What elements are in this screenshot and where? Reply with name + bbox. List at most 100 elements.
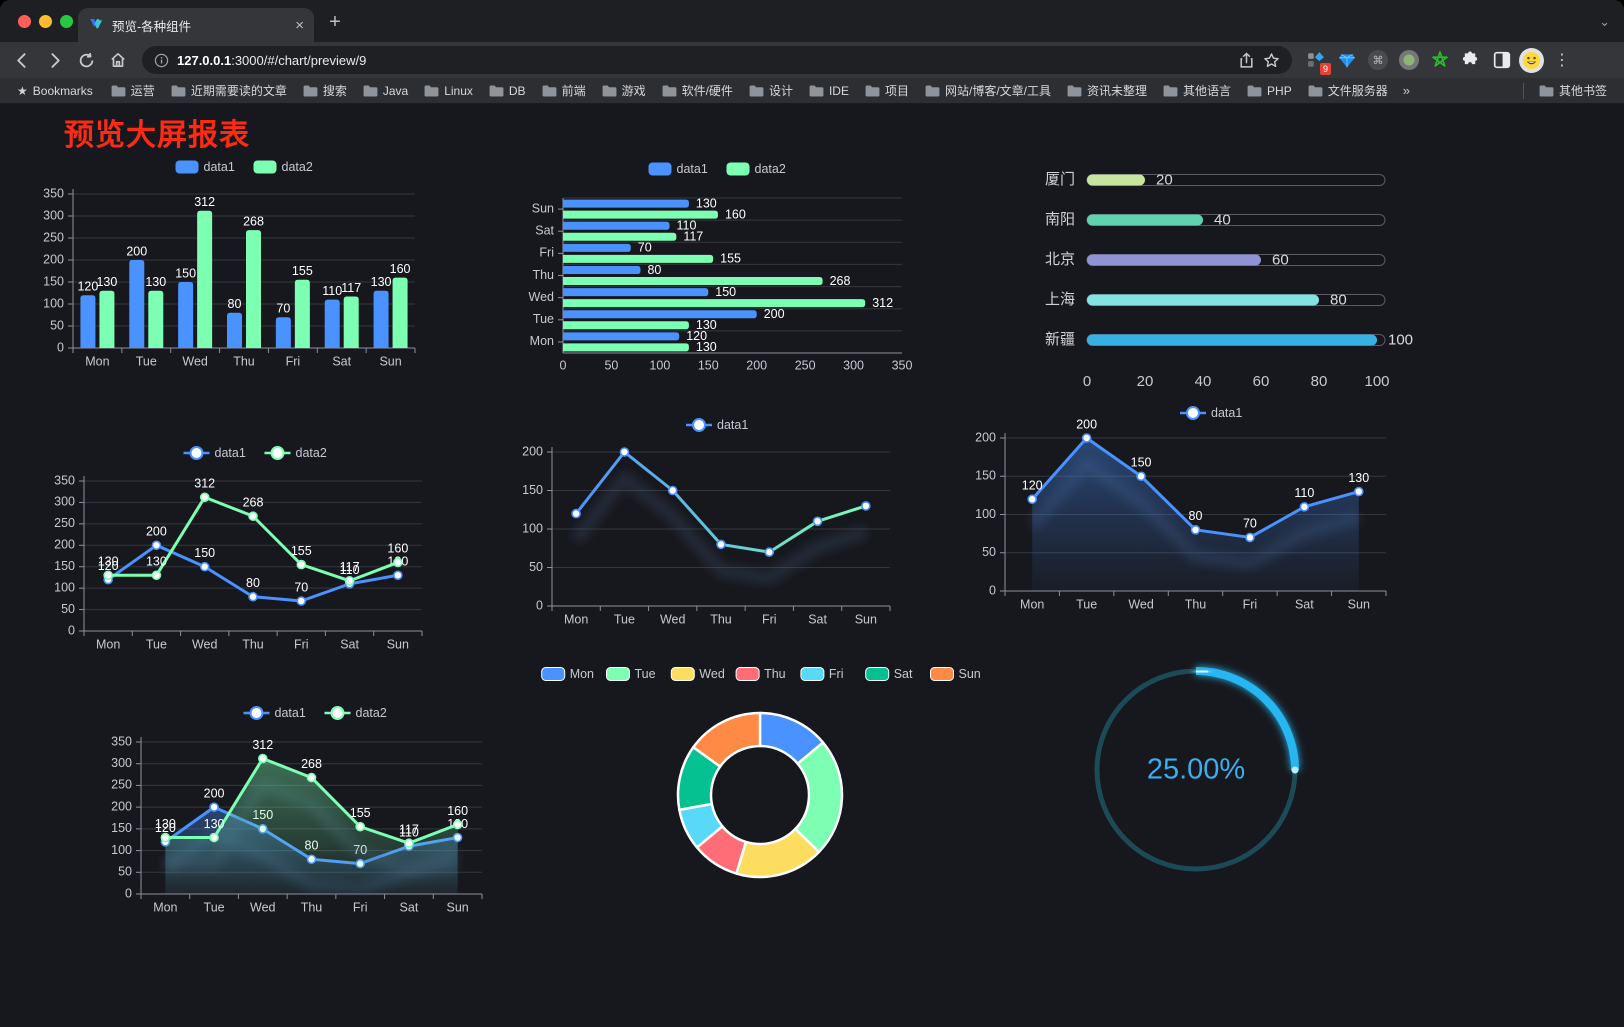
bookmark-folder[interactable]: 设计: [742, 80, 800, 101]
forward-button[interactable]: [40, 46, 68, 74]
bookmark-folder[interactable]: 文件服务器: [1301, 80, 1395, 101]
split-view-icon[interactable]: [1488, 47, 1515, 74]
value-label: 117: [683, 230, 703, 244]
progress-fill: [1087, 174, 1145, 186]
extension-star-icon[interactable]: [1426, 47, 1453, 74]
category-label: Mon: [85, 354, 109, 368]
legend-label: Thu: [764, 667, 786, 681]
area-fill: [165, 758, 458, 894]
legend-swatch: [726, 162, 750, 176]
bookmark-folder[interactable]: Linux: [417, 82, 480, 100]
legend-label: data1: [215, 446, 246, 460]
reload-button[interactable]: [72, 46, 100, 74]
bookmark-folder[interactable]: 资讯未整理: [1060, 80, 1154, 101]
share-icon[interactable]: [1238, 51, 1255, 69]
grouped-bar-chart: 0 50 100 150 200 250 300 350 Mon Tue Wed Thu Fri Sat S…: [43, 160, 416, 368]
value-label: 70: [638, 241, 652, 255]
legend-label: data1: [1211, 406, 1242, 420]
folder-icon: [865, 84, 880, 97]
legend-item: data2: [264, 446, 327, 460]
other-bookmarks-folder[interactable]: 其他书签: [1532, 80, 1614, 101]
window-close-button[interactable]: [18, 15, 31, 28]
data-point: [1190, 524, 1201, 535]
bookmark-folder-label: Java: [382, 83, 409, 98]
bookmark-folder[interactable]: 搜索: [296, 80, 354, 101]
value-label: 150: [715, 285, 736, 299]
axis-label: 150: [975, 469, 996, 483]
value-label: 117: [399, 822, 419, 836]
axis-label: 300: [111, 756, 132, 770]
back-button[interactable]: [8, 46, 36, 74]
legend-swatch: [253, 160, 277, 174]
url-text[interactable]: 127.0.0.1:3000/#/chart/preview/9: [177, 53, 1230, 68]
extensions-puzzle-icon[interactable]: [1457, 47, 1484, 74]
axis-label: 50: [50, 318, 64, 332]
area-fill: [1032, 438, 1359, 591]
legend-label: data2: [755, 162, 786, 176]
legend-label: data2: [296, 446, 327, 460]
axis-label: 150: [54, 559, 75, 573]
tab-title: 预览-各种组件: [112, 19, 192, 34]
bookmark-folder[interactable]: IDE: [802, 82, 856, 100]
category-label: Fri: [762, 612, 777, 626]
bookmark-folder[interactable]: 近期需要读的文章: [164, 80, 294, 101]
bookmark-folder[interactable]: 前端: [535, 80, 593, 101]
bookmarks-manager-item[interactable]: ★ Bookmarks: [10, 82, 100, 100]
category-label: Tue: [146, 637, 167, 651]
value-label: 130: [696, 318, 717, 332]
bar: [178, 282, 194, 348]
home-button[interactable]: [104, 46, 132, 74]
bookmark-folder[interactable]: Java: [356, 82, 415, 100]
tab-close-icon[interactable]: ×: [295, 16, 304, 34]
extension-dot-icon[interactable]: [1395, 47, 1422, 74]
extension-command-icon[interactable]: ⌘: [1364, 47, 1391, 74]
bar: [563, 310, 757, 319]
bookmarks-overflow-button[interactable]: »: [1402, 83, 1410, 98]
gauge-chart: 25.00%: [1094, 667, 1299, 872]
extension-gem-icon[interactable]: [1333, 47, 1360, 74]
new-tab-button[interactable]: +: [329, 11, 341, 33]
browser-menu-button[interactable]: ⋮: [1554, 52, 1570, 69]
browser-tab[interactable]: 预览-各种组件 ×: [78, 8, 314, 42]
folder-icon: [542, 84, 556, 97]
bookmark-folder[interactable]: 软件/硬件: [655, 80, 740, 101]
data-point: [571, 508, 581, 519]
url-bar[interactable]: 127.0.0.1:3000/#/chart/preview/9: [142, 46, 1292, 74]
window-minimize-button[interactable]: [39, 15, 52, 28]
bookmark-folder[interactable]: PHP: [1240, 82, 1299, 100]
legend-label: data1: [204, 160, 235, 174]
legend-swatch: [865, 667, 890, 681]
category-label: 新疆: [1045, 331, 1075, 348]
site-info-icon[interactable]: [154, 53, 169, 68]
bookmark-star-icon[interactable]: [1263, 52, 1280, 69]
window-zoom-button[interactable]: [60, 15, 73, 28]
data-point: [393, 557, 403, 568]
axis-label: 50: [982, 545, 996, 559]
bar: [275, 317, 291, 348]
tab-search-chevron-icon[interactable]: ⌄: [1599, 14, 1610, 29]
line-gradient-chart: 0 50 100 150 200 Mon Tue Wed Thu Fri Sat Sun data1: [522, 418, 891, 626]
legend-item: data2: [324, 706, 387, 720]
legend-item: data2: [253, 160, 313, 174]
legend-swatch: [735, 667, 760, 681]
profile-avatar[interactable]: [1519, 47, 1544, 73]
folder-icon: [662, 84, 677, 97]
data-point: [344, 576, 355, 586]
extension-blocker-icon[interactable]: 9: [1302, 47, 1331, 75]
bookmark-folder[interactable]: 网站/博客/文章/工具: [918, 80, 1058, 101]
value-label: 120: [686, 329, 707, 343]
bar: [99, 290, 115, 348]
axis-label: 100: [975, 507, 996, 521]
axis-label: 300: [43, 208, 64, 222]
bookmark-folder[interactable]: 项目: [858, 80, 916, 101]
traffic-lights: [18, 15, 73, 28]
category-label: Thu: [242, 637, 264, 651]
bookmark-folder[interactable]: 游戏: [595, 80, 653, 101]
bookmark-folder[interactable]: 运营: [104, 80, 162, 101]
category-label: Mon: [564, 612, 588, 626]
value-label: 110: [1294, 486, 1314, 500]
axis-label: 350: [43, 186, 64, 200]
bookmark-folder[interactable]: DB: [482, 82, 533, 100]
bar: [563, 243, 631, 252]
bookmark-folder[interactable]: 其他语言: [1156, 80, 1238, 101]
